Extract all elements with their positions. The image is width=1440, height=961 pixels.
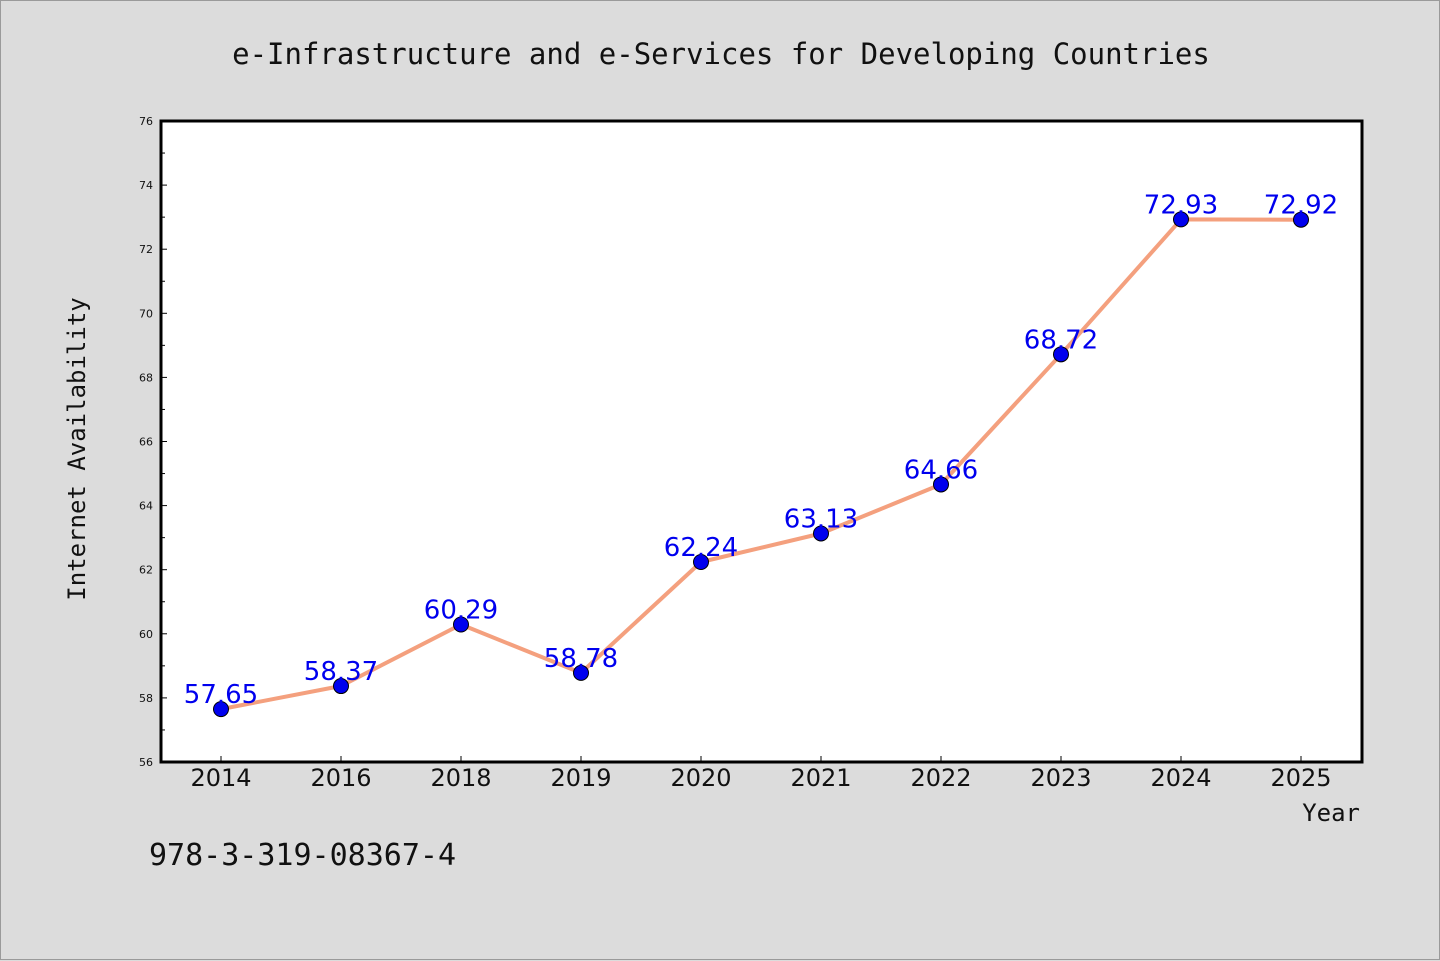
y-tick-label: 64 — [139, 500, 153, 513]
data-label: 64.66 — [904, 455, 978, 485]
data-label: 62.24 — [664, 533, 738, 563]
data-label: 58.78 — [544, 644, 618, 674]
y-tick-label: 66 — [139, 436, 153, 449]
x-tick-label: 2020 — [670, 764, 731, 792]
data-label: 60.29 — [424, 596, 498, 626]
data-point — [573, 664, 589, 681]
data-point — [333, 678, 349, 695]
x-tick-label: 2016 — [310, 764, 371, 792]
y-axis-label: Internet Availability — [63, 297, 91, 600]
y-tick-label: 56 — [139, 756, 153, 769]
data-point — [1053, 346, 1069, 363]
x-tick-label: 2024 — [1150, 764, 1211, 792]
data-label: 57.65 — [184, 680, 258, 710]
data-point — [213, 701, 229, 718]
y-tick-label: 60 — [139, 628, 153, 641]
data-label: 72.92 — [1264, 191, 1338, 221]
x-axis: 2014 2016 2018 2019 2020 2021 2022 2023 2024 2025 — [190, 756, 1332, 792]
data-point — [453, 616, 469, 633]
plot-area — [159, 119, 1364, 764]
data-label: 63.13 — [784, 504, 858, 534]
x-tick-label: 2023 — [1030, 764, 1091, 792]
x-tick-label: 2014 — [190, 764, 251, 792]
chart-title: e-Infrastructure and e-Services for Deve… — [232, 37, 1210, 71]
y-tick-label: 62 — [139, 564, 153, 577]
data-label: 58.37 — [304, 657, 378, 687]
data-point — [933, 476, 949, 493]
data-point — [1293, 211, 1309, 228]
x-tick-label: 2018 — [430, 764, 491, 792]
x-tick-label: 2025 — [1270, 764, 1331, 792]
y-tick-label: 70 — [139, 307, 153, 320]
y-tick-label: 58 — [139, 692, 153, 705]
isbn-annotation: 978-3-319-08367-4 — [149, 838, 456, 873]
data-point — [813, 525, 829, 542]
data-point — [1173, 211, 1189, 228]
series-line — [219, 217, 1303, 712]
x-tick-label: 2021 — [790, 764, 851, 792]
x-tick-label: 2019 — [550, 764, 611, 792]
x-axis-label: Year — [1302, 799, 1360, 827]
y-tick-label: 76 — [139, 115, 153, 128]
x-tick-label: 2022 — [910, 764, 971, 792]
y-axis: 56 58 60 62 64 66 68 70 72 74 76 — [139, 115, 167, 769]
data-label: 72.93 — [1144, 190, 1218, 220]
series-markers — [213, 211, 1309, 718]
y-tick-label: 72 — [139, 243, 153, 256]
data-label: 68.72 — [1024, 325, 1098, 355]
y-tick-label: 68 — [139, 371, 153, 384]
data-labels: 57.65 58.37 60.29 58.78 62.24 63.13 64.66 68.72… — [184, 190, 1338, 710]
y-tick-label: 74 — [139, 179, 153, 192]
data-point — [693, 554, 709, 571]
